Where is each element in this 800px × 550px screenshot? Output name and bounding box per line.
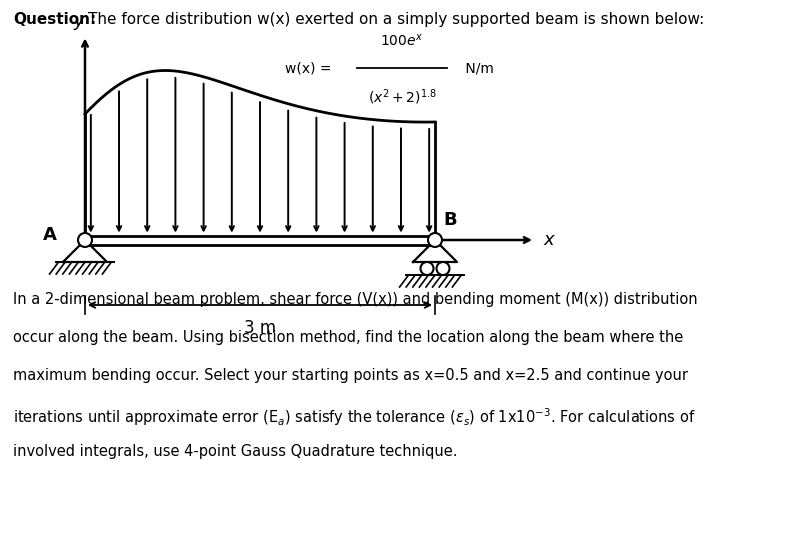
Text: B: B — [443, 211, 457, 229]
Circle shape — [421, 262, 434, 275]
Text: $100e^x$: $100e^x$ — [380, 33, 424, 49]
Text: involved integrals, use 4-point Gauss Quadrature technique.: involved integrals, use 4-point Gauss Qu… — [13, 444, 458, 459]
Text: A: A — [43, 226, 57, 244]
Text: occur along the beam. Using bisection method, find the location along the beam w: occur along the beam. Using bisection me… — [13, 330, 683, 345]
Text: $(x^2 +2)^{1.8}$: $(x^2 +2)^{1.8}$ — [368, 87, 436, 107]
Text: 3 m: 3 m — [244, 319, 276, 337]
Circle shape — [78, 233, 92, 247]
Text: iterations until approximate error (E$_a$) satisfy the tolerance ($\varepsilon_s: iterations until approximate error (E$_a… — [13, 406, 696, 428]
Text: The force distribution w(x) exerted on a simply supported beam is shown below:: The force distribution w(x) exerted on a… — [88, 12, 704, 27]
Text: Question:: Question: — [13, 12, 96, 27]
Circle shape — [428, 233, 442, 247]
Text: y: y — [74, 13, 84, 30]
Text: N/m: N/m — [461, 61, 494, 75]
Circle shape — [437, 262, 450, 275]
Text: In a 2-dimensional beam problem, shear force (V(x)) and bending moment (M(x)) di: In a 2-dimensional beam problem, shear f… — [13, 292, 698, 307]
Text: x: x — [543, 231, 554, 249]
Text: w(x) =: w(x) = — [285, 61, 331, 75]
Text: maximum bending occur. Select your starting points as x=0.5 and x=2.5 and contin: maximum bending occur. Select your start… — [13, 368, 688, 383]
